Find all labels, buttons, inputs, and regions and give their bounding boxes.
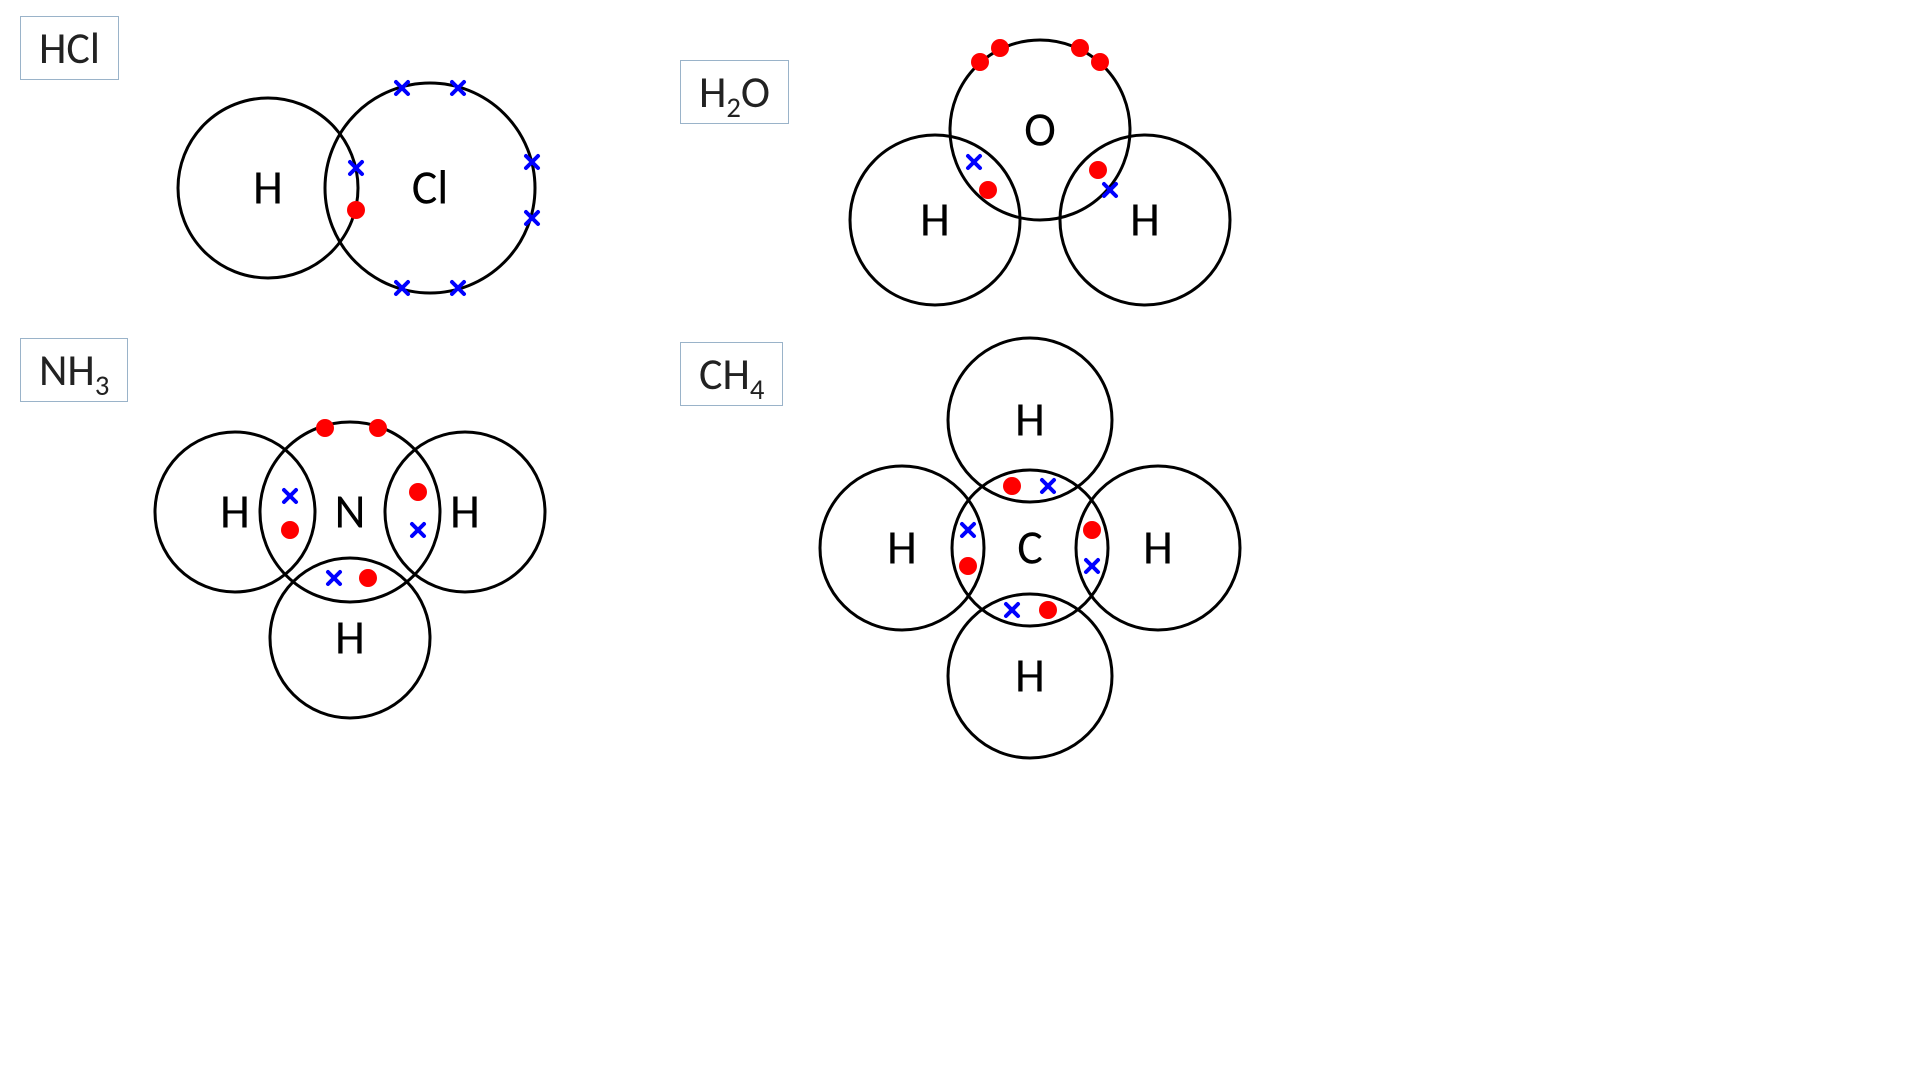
electron-dot (1091, 53, 1109, 71)
atom-label-h: H (253, 157, 283, 216)
atom-label-h: H (887, 517, 917, 576)
electron-dot (971, 53, 989, 71)
electron-cross (1042, 480, 1054, 492)
electron-cross (1006, 604, 1018, 616)
electron-cross (962, 524, 974, 536)
atom-label-h: H (1130, 189, 1160, 248)
atom-label-h: H (920, 189, 950, 248)
electron-dot (1083, 521, 1101, 539)
electron-dot (281, 521, 299, 539)
formula-label-h2o: H2O (680, 60, 789, 124)
electron-dot (991, 39, 1009, 57)
electron-dot (409, 483, 427, 501)
molecule-diagram-ch4: C H H H H (790, 330, 1270, 770)
electron-dot (316, 419, 334, 437)
electron-dot (1089, 161, 1107, 179)
atom-label-h: H (220, 481, 250, 540)
electron-dot (959, 557, 977, 575)
formula-label-hcl: HCl (20, 16, 119, 80)
electron-cross (968, 156, 980, 168)
atom-label-h: H (450, 481, 480, 540)
electron-cross (328, 572, 340, 584)
electron-dot (359, 569, 377, 587)
electron-dot (369, 419, 387, 437)
atom-label-cl: Cl (412, 157, 449, 216)
atom-label-h: H (1143, 517, 1173, 576)
electron-dot (1071, 39, 1089, 57)
electron-dot (347, 201, 365, 219)
electron-cross (412, 524, 424, 536)
electron-cross (284, 490, 296, 502)
atom-label-c: C (1017, 517, 1043, 576)
electron-dot (979, 181, 997, 199)
atom-label-o: O (1024, 99, 1056, 158)
molecule-diagram-hcl: H Cl (160, 60, 580, 320)
molecule-diagram-nh3: N H H H (120, 400, 580, 720)
electron-dot (1003, 477, 1021, 495)
electron-cross (1086, 560, 1098, 572)
electron-dot (1039, 601, 1057, 619)
atom-label-h: H (335, 607, 365, 666)
atom-label-n: N (335, 481, 366, 540)
molecule-diagram-h2o: O H H (820, 30, 1260, 310)
formula-label-nh3: NH3 (20, 338, 128, 402)
atom-label-h: H (1015, 389, 1045, 448)
formula-label-ch4: CH4 (680, 342, 783, 406)
atom-label-h: H (1015, 645, 1045, 704)
